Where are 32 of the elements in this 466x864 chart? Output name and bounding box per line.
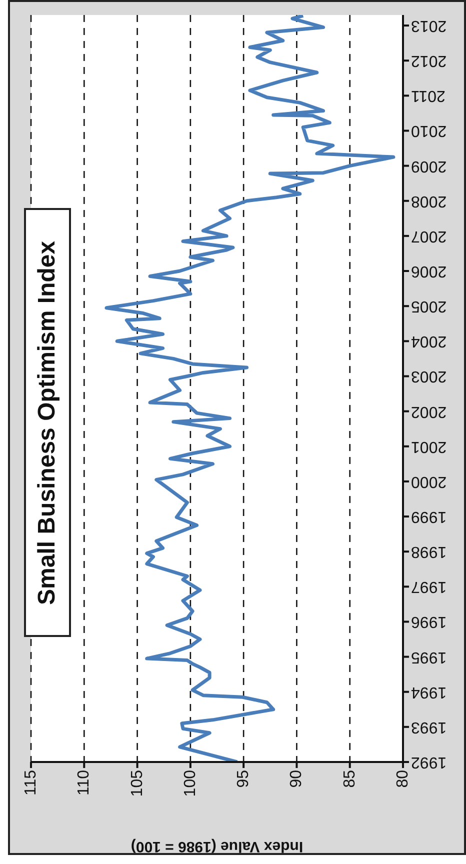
- y-tick-label: 1997: [410, 578, 447, 596]
- x-tick-label: 105: [128, 770, 146, 797]
- y-tick-label: 1993: [410, 718, 447, 736]
- y-tick-label: 1998: [410, 543, 447, 560]
- y-tick-label: 1996: [410, 613, 447, 630]
- x-tick-label: 85: [341, 770, 358, 788]
- y-tick-label: 2011: [410, 87, 446, 104]
- y-tick-label: 2010: [410, 122, 447, 140]
- x-tick-label: 90: [288, 770, 306, 788]
- x-tick-label: 115: [22, 770, 40, 796]
- y-tick-label: 2000: [410, 472, 447, 490]
- y-tick-label: 2007: [410, 227, 447, 244]
- y-tick-label: 2002: [410, 402, 447, 420]
- x-tick-label: 80: [394, 770, 412, 788]
- y-tick-label: 2006: [410, 262, 447, 280]
- y-tick-label: 2001: [410, 438, 447, 455]
- x-tick-label: 110: [76, 770, 93, 796]
- y-tick-label: 1995: [410, 648, 447, 666]
- y-tick-label: 1999: [410, 508, 447, 526]
- x-axis-title: Index Value (1986 = 100): [130, 838, 304, 855]
- y-tick-label: 2009: [410, 157, 447, 174]
- y-tick-label: 2008: [410, 192, 447, 210]
- text: Small Business Optimism Index: [34, 240, 62, 605]
- x-tick-label: 100: [182, 770, 199, 797]
- y-tick-label: 2013: [410, 17, 447, 34]
- y-tick-label: 2003: [410, 368, 447, 385]
- y-tick-label: 2012: [410, 52, 447, 70]
- y-tick-label: 1992: [410, 754, 447, 770]
- y-tick-label: 2004: [410, 332, 447, 350]
- x-tick-label: 95: [235, 770, 252, 788]
- y-tick-label: 2005: [410, 298, 447, 315]
- y-tick-label: 1994: [410, 683, 447, 700]
